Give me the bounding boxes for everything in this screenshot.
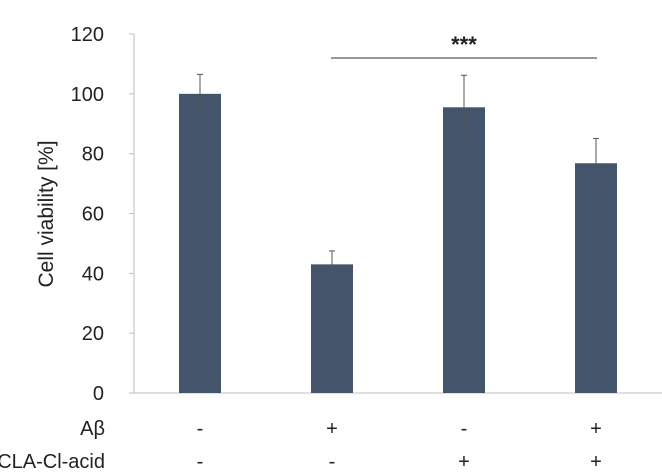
condition-mark: -: [461, 418, 468, 440]
y-axis-title: Cell viability [%]: [35, 140, 58, 287]
y-tick-label: 60: [82, 204, 104, 226]
error-bars-group: [197, 73, 599, 278]
bar: [311, 264, 353, 393]
condition-mark: -: [197, 451, 204, 473]
bars-group: [179, 93, 617, 393]
bar: [179, 93, 221, 393]
condition-mark: +: [590, 451, 602, 473]
y-tick-label: 0: [93, 383, 104, 405]
y-tick-label: 120: [71, 24, 104, 46]
condition-row-label: Aβ: [80, 418, 105, 440]
y-tick-label: 100: [71, 84, 104, 106]
bar: [575, 163, 617, 393]
significance-group: ***: [331, 32, 597, 59]
condition-mark: +: [458, 451, 470, 473]
bar: [443, 107, 485, 393]
condition-mark: +: [326, 418, 338, 440]
y-tick-label: 40: [82, 263, 104, 285]
y-axis: 0 20 40 60 80 100 120: [71, 24, 662, 405]
condition-mark: -: [329, 451, 336, 473]
condition-row-label: dmCLA-Cl-acid: [0, 451, 105, 473]
condition-mark: +: [590, 418, 602, 440]
y-tick-label: 20: [82, 323, 104, 345]
y-tick-label: 80: [82, 144, 104, 166]
condition-table: Aβ - + - + dmCLA-Cl-acid - - + +: [0, 418, 602, 473]
condition-mark: -: [197, 418, 204, 440]
significance-label: ***: [451, 32, 477, 57]
